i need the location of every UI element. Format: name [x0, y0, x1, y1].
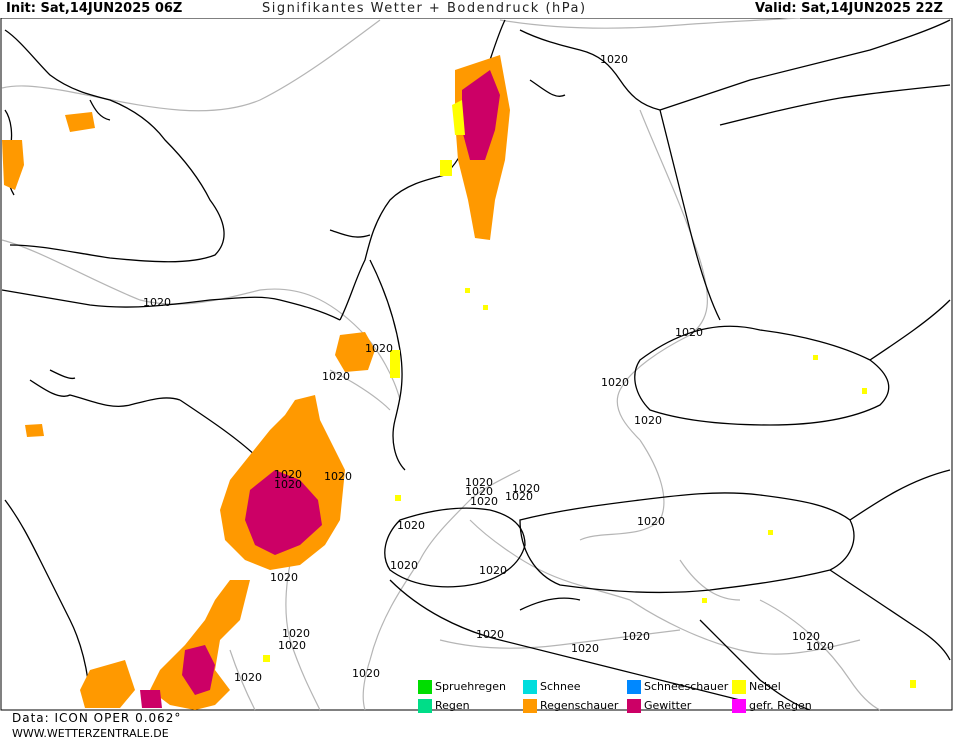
legend-swatch [418, 680, 432, 694]
isobar-label: 1020 [476, 628, 504, 641]
isobar-label: 1020 [479, 564, 507, 577]
isobar-label: 1020 [806, 640, 834, 653]
isobar-label: 1020 [505, 490, 533, 503]
legend-item: Regen [418, 698, 470, 714]
isobar-label: 1020 [675, 326, 703, 339]
isobar-label: 1020 [352, 667, 380, 680]
legend-item: Gewitter [627, 698, 691, 714]
valid-time: Valid: Sat,14JUN2025 22Z [755, 1, 943, 16]
legend-swatch [732, 680, 746, 694]
init-time: Init: Sat,14JUN2025 06Z [6, 1, 183, 16]
isobar-label: 1020 [512, 482, 540, 495]
legend: Spruehregen Regen Schnee Regenschauer Sc… [418, 679, 838, 719]
site-url[interactable]: WWW.WETTERZENTRALE.DE [12, 727, 169, 740]
weather-map: 1020 1020 1020 1020 1020 1020 1020 1020 … [0, 18, 953, 711]
isobar-label: 1020 [278, 639, 306, 652]
isobar-label: 1020 [365, 342, 393, 355]
isobar-label: 1020 [465, 485, 493, 498]
isobar-label: 1020 [274, 468, 302, 481]
legend-swatch [627, 680, 641, 694]
thunderstorm-areas [140, 70, 500, 708]
isobar-label: 1020 [234, 671, 262, 684]
legend-item: gefr. Regen [732, 698, 812, 714]
legend-item: Schnee [523, 679, 581, 695]
map-title: Signifikantes Wetter + Bodendruck (hPa) [262, 1, 587, 16]
isobar-label: 1020 [792, 630, 820, 643]
isobar-label: 1020 [390, 559, 418, 572]
legend-item: Nebel [732, 679, 781, 695]
legend-swatch [523, 699, 537, 713]
isobar-label: 1020 [465, 476, 493, 489]
legend-swatch [627, 699, 641, 713]
isobar-label: 1020 [397, 519, 425, 532]
data-source: Data: ICON OPER 0.062° [12, 711, 182, 725]
isobar-label: 1020 [274, 478, 302, 491]
legend-swatch [418, 699, 432, 713]
isobar-label: 1020 [637, 515, 665, 528]
isobar-label: 1020 [470, 495, 498, 508]
isobar-label: 1020 [324, 470, 352, 483]
legend-item: Spruehregen [418, 679, 506, 695]
isobar-label: 1020 [622, 630, 650, 643]
isobar-label: 1020 [601, 376, 629, 389]
legend-swatch [732, 699, 746, 713]
legend-swatch [523, 680, 537, 694]
isobar-labels: 1020 1020 1020 1020 1020 1020 1020 1020 … [143, 53, 834, 684]
isobar-label: 1020 [143, 296, 171, 309]
isobar-label: 1020 [634, 414, 662, 427]
isobar-label: 1020 [270, 571, 298, 584]
fog-areas [263, 100, 916, 688]
legend-item: Regenschauer [523, 698, 618, 714]
isobar-label: 1020 [322, 370, 350, 383]
legend-item: Schneeschauer [627, 679, 728, 695]
isobar-label: 1020 [571, 642, 599, 655]
isobar-label: 1020 [282, 627, 310, 640]
isobar-label: 1020 [600, 53, 628, 66]
